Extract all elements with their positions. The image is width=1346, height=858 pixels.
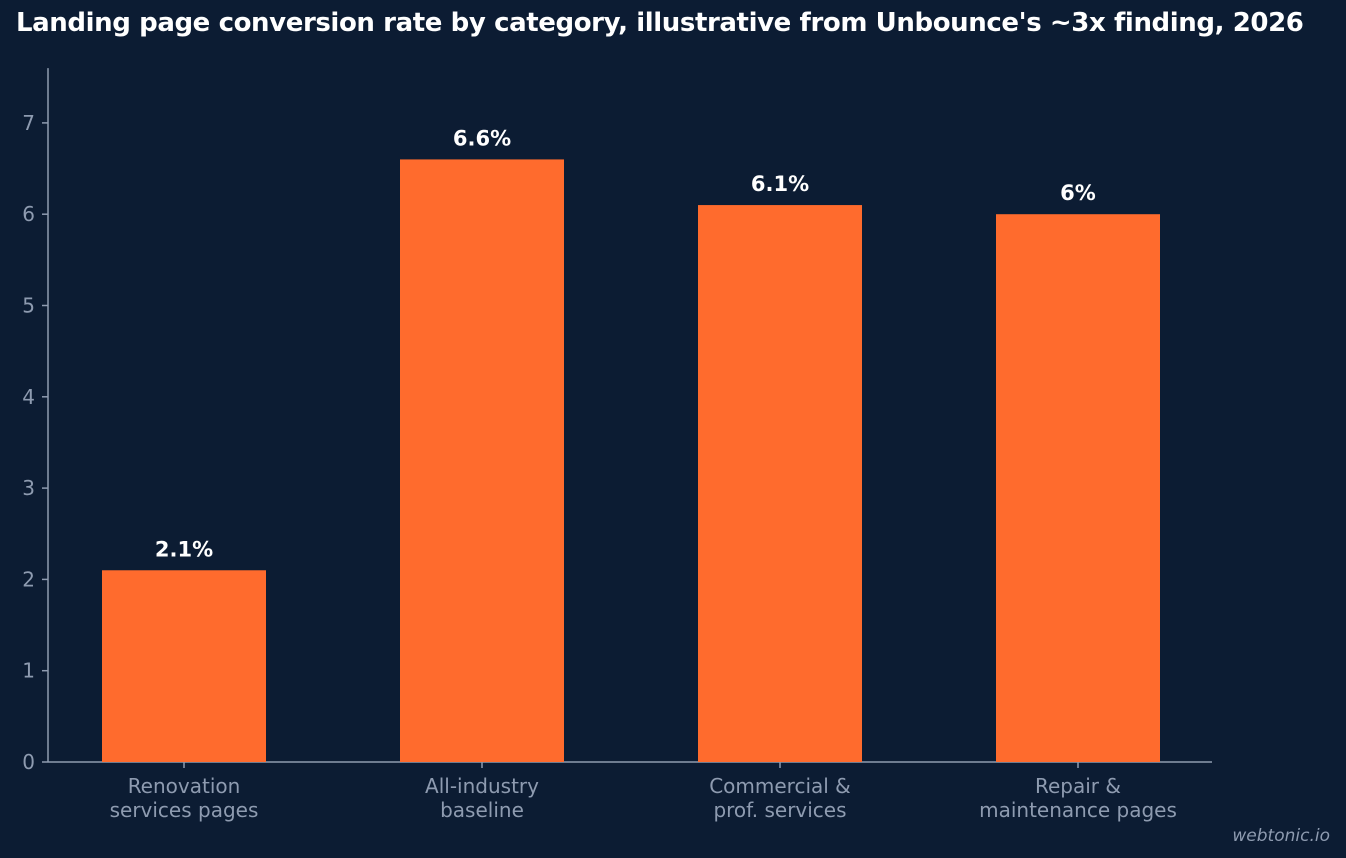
x-category-label-line: All-industry — [425, 774, 539, 798]
data-label: 6.1% — [751, 172, 809, 196]
x-category-label: Commercial & prof. services — [709, 774, 851, 822]
x-category-label-line: Renovation — [128, 774, 241, 798]
x-category-label-line: Commercial & — [709, 774, 851, 798]
x-category-label-line: Repair & — [1035, 774, 1121, 798]
x-category-label: Repair & maintenance pages — [979, 774, 1177, 822]
data-label: 6.6% — [453, 126, 511, 150]
chart-bars — [102, 159, 1160, 763]
y-tick-label: 7 — [22, 111, 35, 135]
y-tick-label: 1 — [22, 659, 35, 683]
y-tick-label: 2 — [22, 567, 35, 591]
chart-title: Landing page conversion rate by category… — [16, 8, 1304, 38]
x-category-label: All-industry baseline — [425, 774, 539, 822]
watermark: webtonic.io — [1232, 826, 1330, 846]
chart-labels: 2.1% Renovation services pages 6.6% All-indu… — [110, 126, 1177, 822]
x-category-label: Renovation services pages — [110, 774, 259, 822]
y-tick-label: 3 — [22, 476, 35, 500]
y-tick-label: 0 — [22, 750, 35, 774]
bar — [996, 214, 1160, 762]
bar — [698, 205, 862, 762]
y-tick-label: 5 — [22, 294, 35, 318]
bar — [400, 159, 564, 763]
data-label: 2.1% — [155, 537, 213, 561]
bar — [102, 570, 266, 762]
y-tick-label: 6 — [22, 202, 35, 226]
x-category-label-line: baseline — [440, 798, 524, 822]
x-category-label-line: maintenance pages — [979, 798, 1177, 822]
x-category-label-line: services pages — [110, 798, 259, 822]
data-label: 6% — [1060, 181, 1096, 205]
x-category-label-line: prof. services — [713, 798, 846, 822]
y-tick-label: 4 — [22, 385, 35, 409]
